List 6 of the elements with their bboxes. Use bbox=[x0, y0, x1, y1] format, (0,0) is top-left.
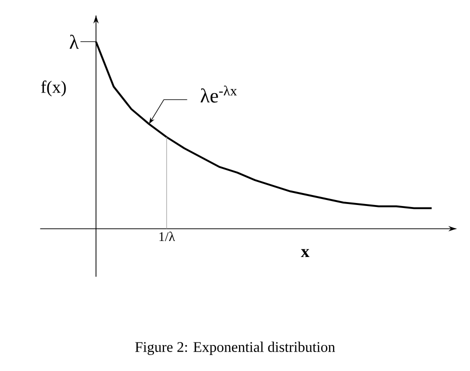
text: λ bbox=[70, 34, 79, 49]
y-axis-title: f(x) bbox=[41, 80, 66, 96]
x-axis-title: x bbox=[300, 249, 310, 258]
caption: Figure 2: Exponential distribution bbox=[135, 342, 336, 355]
text: 1/λ bbox=[159, 232, 176, 242]
annotation: λe$^{-λx}$ bbox=[200, 86, 237, 103]
